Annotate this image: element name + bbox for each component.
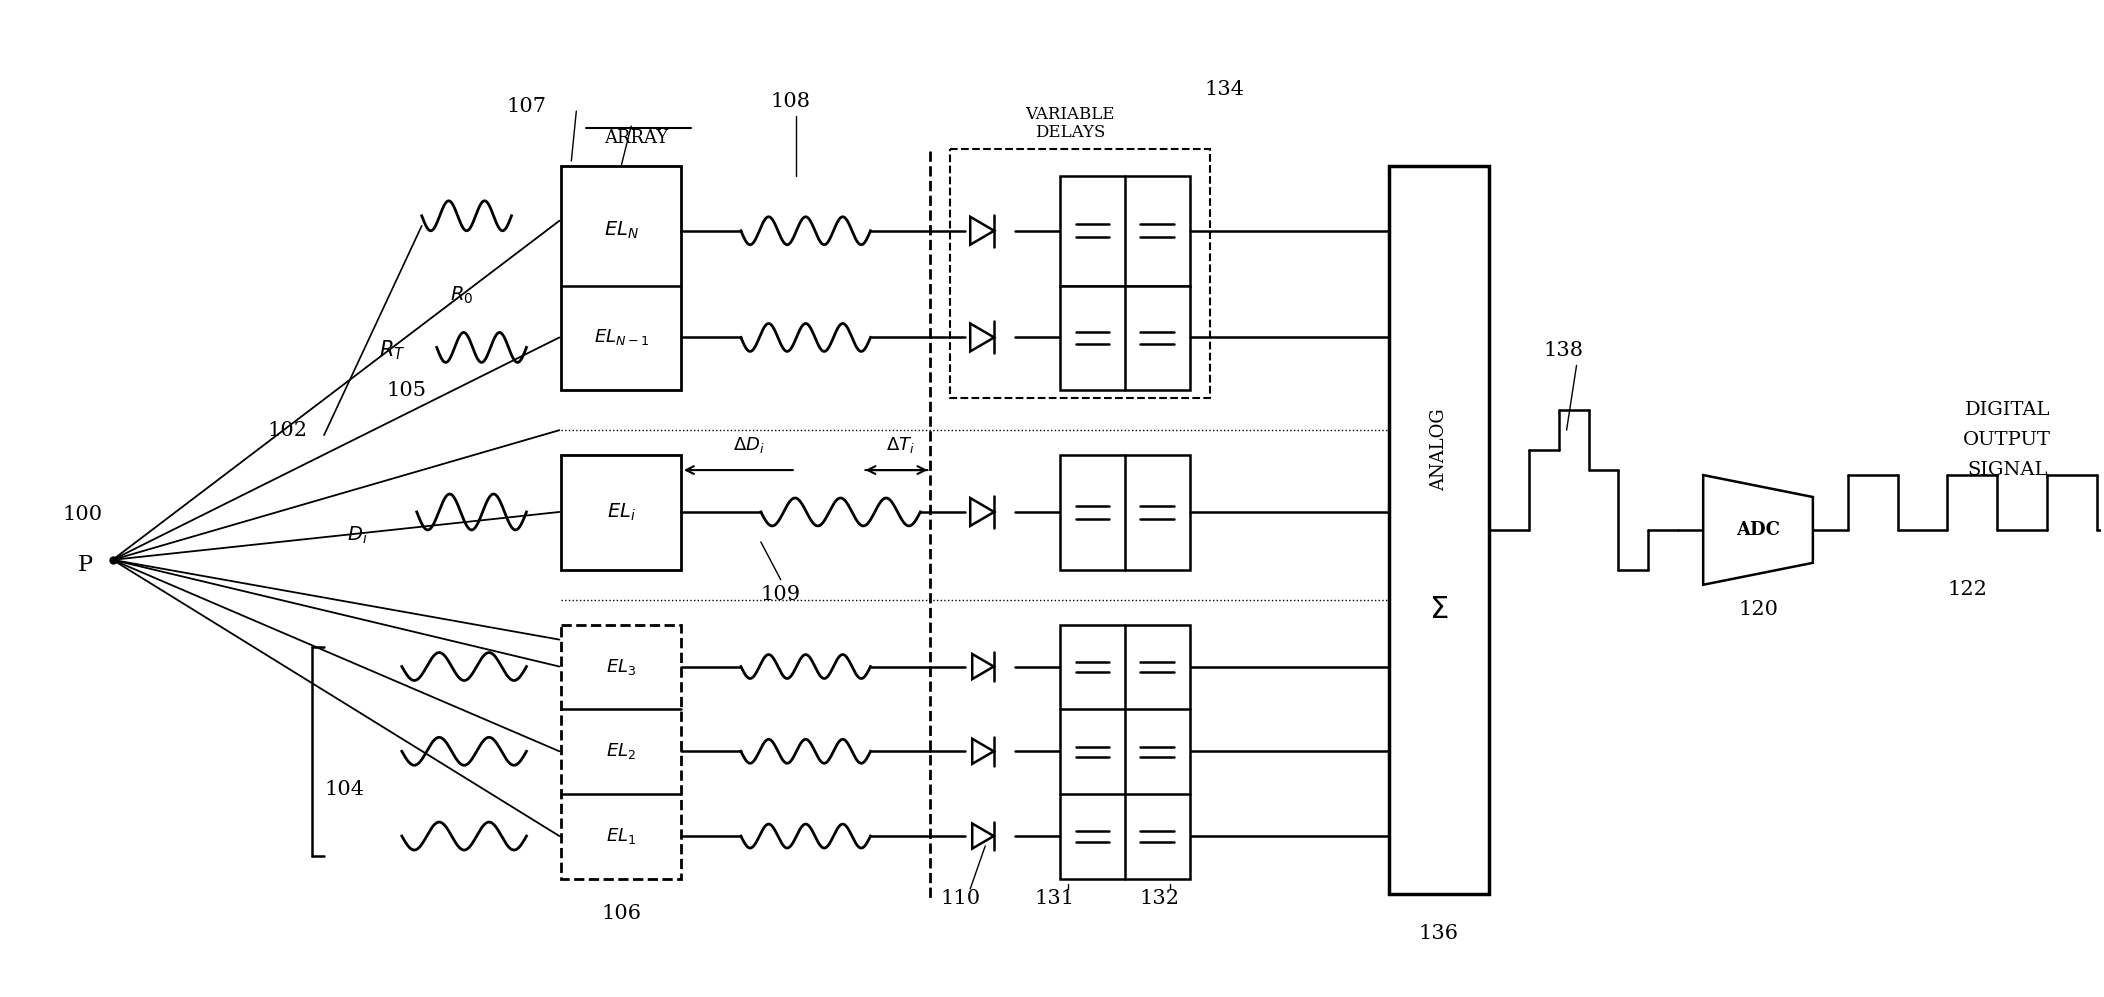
Polygon shape [972, 739, 993, 764]
Text: ANALOG: ANALOG [1431, 409, 1448, 492]
Polygon shape [970, 216, 995, 244]
Text: ARRAY: ARRAY [604, 129, 669, 147]
Text: DELAYS: DELAYS [1035, 124, 1105, 141]
Text: 108: 108 [770, 92, 810, 111]
Text: 107: 107 [507, 97, 547, 116]
Bar [1060, 455, 1189, 570]
Text: 100: 100 [63, 505, 103, 524]
Bar [1060, 285, 1189, 390]
Polygon shape [972, 654, 993, 679]
Text: 134: 134 [1206, 80, 1246, 99]
Text: $EL_i$: $EL_i$ [606, 501, 635, 522]
Text: $EL_1$: $EL_1$ [606, 827, 635, 846]
Text: $R_T$: $R_T$ [379, 339, 406, 362]
Text: 110: 110 [940, 889, 980, 908]
Polygon shape [972, 824, 993, 848]
Polygon shape [970, 498, 995, 526]
Text: 122: 122 [1948, 580, 1988, 599]
Text: OUTPUT: OUTPUT [1963, 431, 2051, 450]
Text: $EL_3$: $EL_3$ [606, 657, 635, 677]
Text: $\Delta T_i$: $\Delta T_i$ [886, 435, 915, 456]
Bar [1060, 175, 1189, 285]
Text: 138: 138 [1544, 341, 1584, 360]
Text: 102: 102 [267, 421, 307, 440]
Text: $EL_{N-1}$: $EL_{N-1}$ [593, 327, 648, 347]
Bar [1060, 625, 1189, 879]
Bar [562, 455, 682, 570]
Text: SIGNAL: SIGNAL [1967, 461, 2047, 480]
Text: $R_0$: $R_0$ [450, 285, 473, 306]
Text: ADC: ADC [1736, 520, 1780, 539]
Text: $D_i$: $D_i$ [347, 524, 368, 545]
Text: DIGITAL: DIGITAL [1965, 401, 2049, 420]
Text: 104: 104 [324, 780, 364, 799]
Text: P: P [78, 553, 93, 576]
Text: $EL_N$: $EL_N$ [604, 220, 640, 241]
Polygon shape [970, 323, 995, 351]
Bar [562, 166, 682, 390]
Text: $\Delta D_i$: $\Delta D_i$ [732, 435, 764, 456]
Bar [562, 625, 682, 879]
Bar [951, 149, 1210, 398]
Text: 136: 136 [1418, 924, 1458, 943]
Text: 131: 131 [1035, 889, 1075, 908]
Text: 106: 106 [602, 904, 642, 923]
Bar [1389, 166, 1490, 894]
Text: 120: 120 [1738, 600, 1778, 619]
Text: $EL_2$: $EL_2$ [606, 742, 635, 762]
Text: 132: 132 [1140, 889, 1180, 908]
Text: VARIABLE: VARIABLE [1025, 106, 1115, 123]
Text: 109: 109 [762, 585, 802, 604]
Polygon shape [1702, 475, 1814, 585]
Text: 105: 105 [387, 381, 427, 400]
Text: $\Sigma$: $\Sigma$ [1429, 594, 1450, 625]
